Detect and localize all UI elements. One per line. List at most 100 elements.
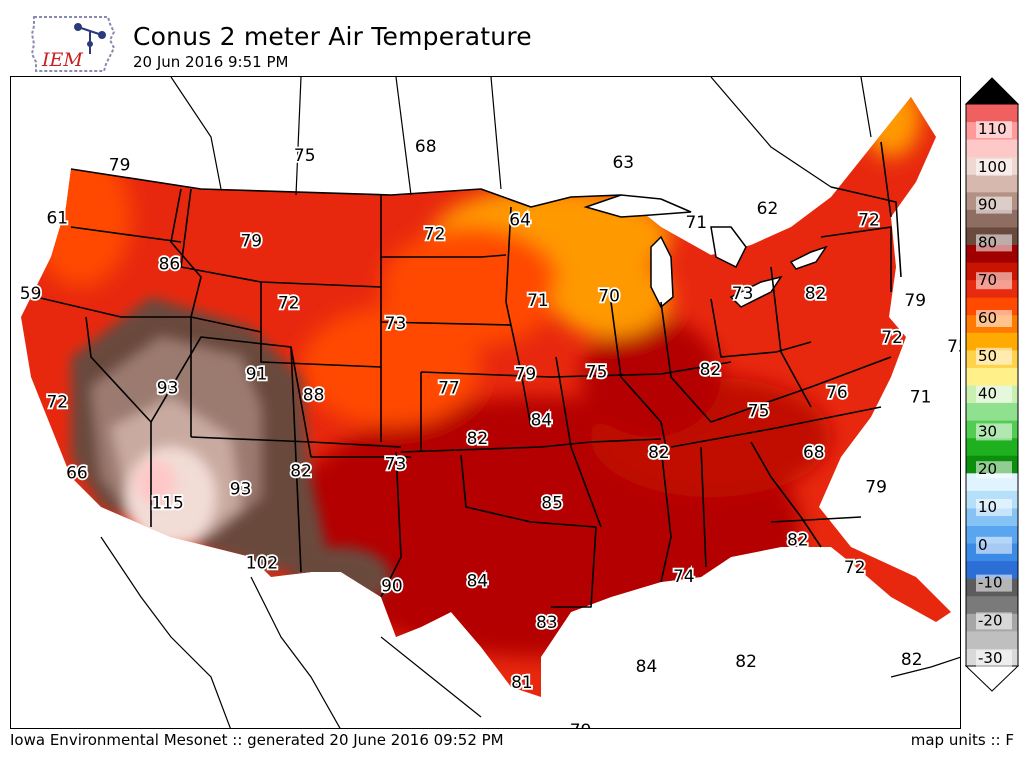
colorbar-tick-label: 110 <box>978 120 1007 138</box>
temperature-label: 79 <box>109 155 131 175</box>
temperature-label: 82 <box>805 284 827 304</box>
temperature-label: 115 <box>151 494 183 514</box>
temperature-label: 68 <box>803 443 825 463</box>
colorbar-swatch <box>966 367 1018 386</box>
colorbar-tick-label: 70 <box>978 271 997 289</box>
temperature-label: 72 <box>424 224 446 244</box>
logo-text: IEM <box>41 49 83 71</box>
colorbar-tick-label: 40 <box>978 385 997 403</box>
temperature-label: 102 <box>246 553 278 573</box>
colorbar-tick-label: -30 <box>978 649 1003 667</box>
temperature-label: 91 <box>246 365 268 385</box>
colorbar-tick-label: 100 <box>978 158 1007 176</box>
temperature-label: 59 <box>20 284 42 304</box>
footer-units: map units :: F <box>910 731 1014 749</box>
temperature-label: 82 <box>700 360 722 380</box>
colorbar-tick-label: -10 <box>978 574 1003 592</box>
temperature-label: 79 <box>515 365 537 385</box>
colorbar-swatch <box>966 174 1018 193</box>
colorbar-tick-label: 0 <box>978 536 988 554</box>
temperature-labels: 5575687975686361726471627279865972737170… <box>18 135 961 729</box>
map-title: Conus 2 meter Air Temperature <box>133 22 532 51</box>
temperature-label: 68 <box>415 137 437 157</box>
temperature-label: 73 <box>385 454 407 474</box>
temperature-label: 72 <box>46 392 68 412</box>
temperature-label: 72 <box>881 328 903 348</box>
temperature-label: 75 <box>294 146 316 166</box>
colorbar-top-arrow <box>964 77 1020 105</box>
temperature-label: 64 <box>509 211 531 231</box>
colorbar-tick-label: 80 <box>978 233 997 251</box>
temperature-label: 73 <box>385 314 407 334</box>
temperature-label: 83 <box>536 613 558 633</box>
neighbor-country-lines <box>100 77 960 728</box>
temperature-label: 79 <box>240 231 262 251</box>
map-timestamp: 20 Jun 2016 9:51 PM <box>133 53 289 71</box>
temperature-label: 66 <box>66 464 88 484</box>
colorbar-bottom-arrow <box>964 665 1020 692</box>
temperature-label: 72 <box>844 558 866 578</box>
temperature-label: 82 <box>787 530 809 550</box>
colorbar-swatch <box>966 104 1018 123</box>
temperature-label: 90 <box>381 576 403 596</box>
temperature-map: 5575687975686361726471627279865972737170… <box>18 77 961 729</box>
temperature-label: 82 <box>648 443 670 463</box>
temperature-label: 93 <box>157 379 179 399</box>
temperature-label: 79 <box>570 721 592 729</box>
temperature-label: 71 <box>527 291 549 311</box>
temperature-label: 63 <box>612 153 634 173</box>
temperature-label: 84 <box>531 411 553 431</box>
temperature-label: 71 <box>685 213 707 233</box>
colorbar-tick-label: -20 <box>978 611 1003 629</box>
weather-station-icon <box>74 23 106 54</box>
temperature-label: 62 <box>757 199 779 219</box>
temperature-label: 70 <box>598 287 620 307</box>
temperature-label: 82 <box>290 461 312 481</box>
temperature-label: 84 <box>467 572 489 592</box>
temperature-label: 93 <box>230 480 252 500</box>
temperature-label: 79 <box>904 291 926 311</box>
temperature-label: 77 <box>438 379 460 399</box>
temperature-label: 71 <box>910 388 932 408</box>
temperature-label: 82 <box>467 429 489 449</box>
colorbar-swatch <box>966 437 1018 456</box>
temperature-label: 61 <box>46 208 68 228</box>
footer-credit: Iowa Environmental Mesonet :: generated … <box>10 731 504 749</box>
colorbar-swatch <box>966 332 1018 351</box>
temperature-label: 72 <box>278 293 300 313</box>
temperature-label: 75 <box>748 402 770 422</box>
colorbar-tick-label: 60 <box>978 309 997 327</box>
temperature-label: 82 <box>735 652 757 672</box>
great-lakes <box>583 194 828 309</box>
temperature-label: 81 <box>511 673 533 693</box>
colorbar-swatch <box>966 139 1018 158</box>
colorbar-swatch <box>966 560 1018 579</box>
temperature-field <box>21 97 951 697</box>
temperature-label: 74 <box>673 567 695 587</box>
boundaries <box>35 141 902 608</box>
temperature-label: 86 <box>159 254 181 274</box>
colorbar-swatch <box>966 209 1018 228</box>
colorbar-tick-label: 50 <box>978 347 997 365</box>
temperature-label: 88 <box>303 385 325 405</box>
temperature-label: 76 <box>826 383 848 403</box>
colorbar-swatch <box>966 402 1018 421</box>
temperature-label: 75 <box>586 362 608 382</box>
colorbar-tick-label: 20 <box>978 460 997 478</box>
colorbar-tick-label: 10 <box>978 498 997 516</box>
temperature-label: 79 <box>865 477 887 497</box>
temperature-label: 82 <box>901 650 923 670</box>
temperature-label: 73 <box>732 284 754 304</box>
temperature-label: 84 <box>636 657 658 677</box>
temperature-label: 75 <box>947 337 961 357</box>
colorbar-swatch <box>966 595 1018 614</box>
iem-logo: IEM <box>30 16 116 72</box>
colorbar-tick-label: 30 <box>978 422 997 440</box>
map-frame: 5575687975686361726471627279865972737170… <box>10 76 961 729</box>
colorbar-tick-label: 90 <box>978 196 997 214</box>
temperature-label: 85 <box>541 494 563 514</box>
temperature-label: 72 <box>858 211 880 231</box>
colorbar-swatch <box>966 630 1018 649</box>
